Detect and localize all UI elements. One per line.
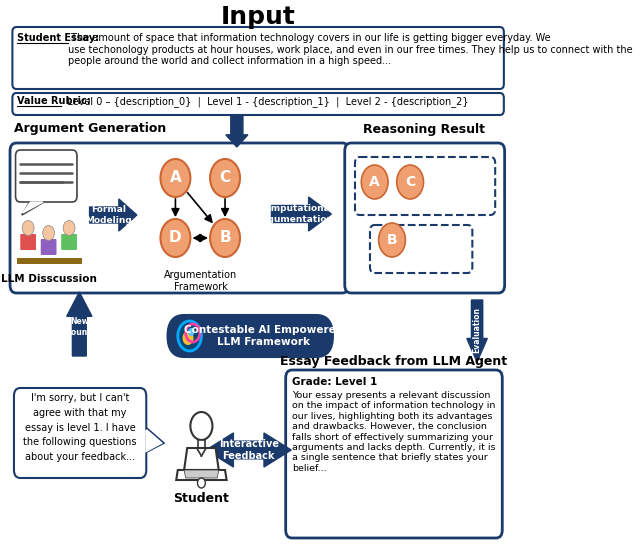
Polygon shape [67,292,92,356]
Circle shape [182,331,193,345]
Text: Student: Student [173,492,229,505]
Circle shape [188,328,195,336]
Text: Reasoning Result: Reasoning Result [362,123,484,136]
Circle shape [178,321,202,351]
Text: C: C [220,171,230,185]
Circle shape [198,478,205,488]
Circle shape [43,226,54,241]
Text: C: C [405,175,415,189]
Text: A: A [369,175,380,189]
Text: B: B [220,231,231,246]
Text: The amount of space that information technology covers in our life is getting bi: The amount of space that information tec… [68,33,633,66]
FancyBboxPatch shape [20,234,36,250]
Circle shape [161,159,190,197]
Text: I'm sorry, but I can't
agree with that my
essay is level 1. I have
the following: I'm sorry, but I can't agree with that m… [24,393,137,462]
FancyBboxPatch shape [15,150,77,202]
Text: A: A [170,171,181,185]
Polygon shape [226,115,248,147]
FancyBboxPatch shape [14,388,147,478]
Text: Level 0 – {description_0}  |  Level 1 - {description_1}  |  Level 2 - {descripti: Level 0 – {description_0} | Level 1 - {d… [61,96,469,107]
Text: D: D [169,231,182,246]
FancyBboxPatch shape [10,143,349,293]
FancyBboxPatch shape [355,157,495,215]
Text: Value Rubric:: Value Rubric: [17,96,91,106]
Circle shape [190,412,212,440]
Circle shape [63,220,75,236]
Polygon shape [22,202,43,213]
Circle shape [210,219,240,257]
FancyBboxPatch shape [370,225,472,273]
Text: LLM Disscussion: LLM Disscussion [1,274,97,284]
Polygon shape [184,470,219,478]
Polygon shape [467,300,487,362]
Text: Argumentation
Framework: Argumentation Framework [164,270,237,291]
FancyBboxPatch shape [12,93,504,115]
Text: Evaluation: Evaluation [472,307,481,353]
Polygon shape [176,470,227,480]
Circle shape [161,219,190,257]
Text: Student Essay:: Student Essay: [17,33,99,43]
FancyBboxPatch shape [168,315,333,357]
Circle shape [210,159,240,197]
FancyBboxPatch shape [61,234,77,250]
Polygon shape [147,430,161,451]
Polygon shape [22,202,44,215]
Polygon shape [147,428,164,452]
FancyBboxPatch shape [41,239,56,255]
Text: Interactive
Feedback: Interactive Feedback [219,439,278,461]
Polygon shape [90,199,137,231]
Circle shape [397,165,424,199]
Polygon shape [271,197,332,231]
Circle shape [379,223,405,257]
Text: Computational
Argumentation: Computational Argumentation [257,204,334,224]
Text: Argument Generation: Argument Generation [14,122,166,135]
FancyBboxPatch shape [345,143,504,293]
FancyBboxPatch shape [12,27,504,89]
Circle shape [22,220,34,236]
Text: New
Round: New Round [65,317,93,337]
Circle shape [362,165,388,199]
Text: Essay Feedback from LLM Agent: Essay Feedback from LLM Agent [280,355,507,368]
Text: Input: Input [221,5,296,29]
Text: Your essay presents a relevant discussion
on the impact of information technolog: Your essay presents a relevant discussio… [292,391,495,473]
Polygon shape [184,448,219,470]
Polygon shape [198,440,205,448]
Text: Formal
Modeling: Formal Modeling [85,205,132,225]
FancyBboxPatch shape [285,370,502,538]
Text: B: B [387,233,397,247]
Text: Contestable AI Empowered
LLM Framework: Contestable AI Empowered LLM Framework [184,325,343,347]
Polygon shape [17,258,82,264]
Polygon shape [206,433,291,467]
Text: Grade: Level 1: Grade: Level 1 [292,377,377,387]
